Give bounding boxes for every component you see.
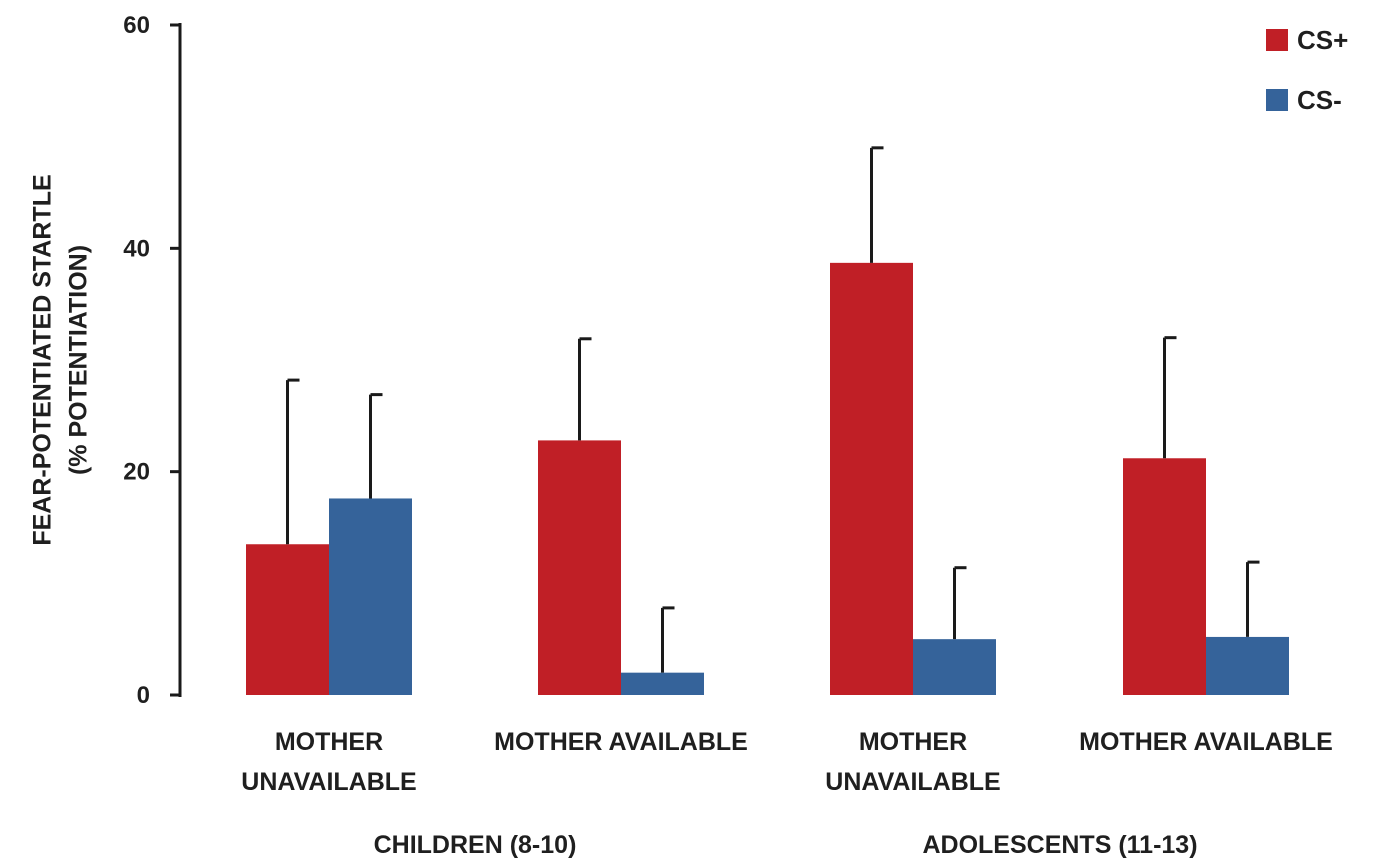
legend: CS+ CS- xyxy=(1266,25,1348,115)
bar xyxy=(621,672,704,695)
bar xyxy=(1123,458,1206,695)
category-label: MOTHER xyxy=(275,728,383,756)
y-axis-title: FEAR-POTENTIATED STARTLE (% POTENTIATION) xyxy=(29,174,93,545)
category-label: MOTHER AVAILABLE xyxy=(494,728,748,756)
group-labels: CHILDREN (8-10) ADOLESCENTS (11-13) xyxy=(374,831,1198,859)
legend-swatch xyxy=(1266,29,1288,51)
y-tick-label: 60 xyxy=(123,12,150,39)
legend-swatch xyxy=(1266,89,1288,111)
bar xyxy=(538,440,621,695)
y-axis-label: (% POTENTIATION) xyxy=(65,245,93,475)
legend-label: CS- xyxy=(1297,85,1342,115)
bar xyxy=(1206,636,1289,695)
category-label: UNAVAILABLE xyxy=(825,768,1000,796)
category-label: MOTHER AVAILABLE xyxy=(1079,728,1333,756)
legend-label: CS+ xyxy=(1297,25,1348,55)
bar xyxy=(246,544,329,695)
bar xyxy=(913,639,996,695)
y-tick-label: 20 xyxy=(123,459,150,486)
category-labels: MOTHER UNAVAILABLE MOTHER AVAILABLE MOTHER U… xyxy=(241,728,1333,796)
group-label: CHILDREN (8-10) xyxy=(374,831,577,859)
bar xyxy=(329,498,412,695)
y-tick-label: 0 xyxy=(137,682,150,709)
bars xyxy=(246,262,1289,695)
group-label: ADOLESCENTS (11-13) xyxy=(922,831,1197,859)
y-tick-label: 40 xyxy=(123,235,150,262)
bar xyxy=(830,262,913,695)
y-axis: 0 20 40 60 xyxy=(123,12,182,709)
category-label: UNAVAILABLE xyxy=(241,768,416,796)
category-label: MOTHER xyxy=(859,728,967,756)
error-bars xyxy=(286,146,1260,673)
y-axis-label: FEAR-POTENTIATED STARTLE xyxy=(29,174,57,545)
